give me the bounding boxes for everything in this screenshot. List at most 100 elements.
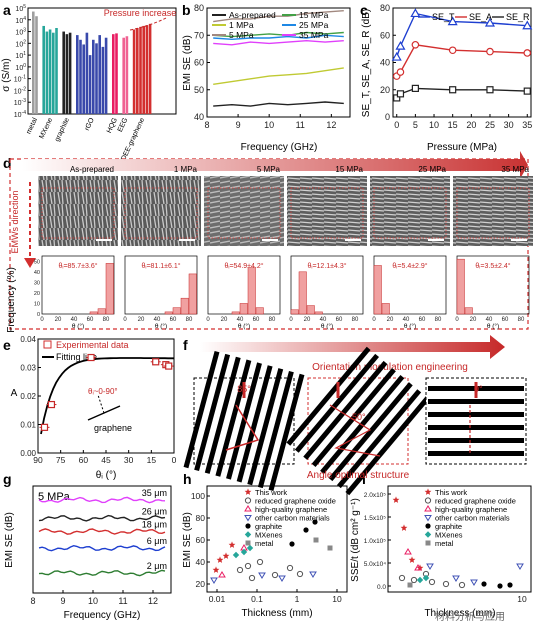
emw-direction-arrowhead: [24, 258, 36, 268]
panel-h-point: [303, 527, 309, 533]
histogram-xtick-label: 80: [352, 317, 359, 323]
panel-i-ytick-label: 0.0: [377, 584, 386, 591]
angle-0-label: 0°: [474, 384, 483, 394]
histogram-bar: [105, 263, 114, 315]
panel-a-bar: [42, 25, 45, 114]
panel-h-point: [309, 571, 317, 578]
panel-i-legend-marker: [425, 523, 431, 529]
sem-image: [204, 176, 284, 246]
panel-c-ytick-label: 20: [380, 85, 390, 95]
panel-g-series-line: [38, 569, 166, 577]
panel-h-xtick-label: 0.1: [251, 594, 263, 604]
panel-h-point: [278, 575, 286, 582]
panel-a-ytick-label: 10-4: [14, 110, 26, 119]
panel-a-ytick-label: 100: [15, 63, 26, 72]
panel-e-point: [87, 353, 95, 362]
panel-h-ylabel: EMI SE (dB): [182, 512, 193, 568]
panel-i-point: [452, 575, 460, 582]
graphene-sheet: [428, 438, 524, 443]
panel-i-legend-label: high-quality graphene: [435, 505, 507, 514]
panel-e-xtick-label: 75: [56, 455, 66, 465]
panel-a-bar: [125, 36, 129, 115]
panel-a-category-label: MXene: [38, 117, 54, 140]
panel-c-point: [486, 47, 494, 56]
panel-a-annotation: Pressure increase: [104, 8, 177, 18]
graphene-sheet: [336, 389, 422, 489]
histogram-bar: [164, 311, 173, 315]
sem-facet-title: 35 MPa: [501, 165, 529, 174]
panel-h-point: [232, 551, 240, 559]
panel-h-point: [244, 562, 252, 570]
panel-h-point: [246, 544, 254, 552]
sem-image: [38, 176, 118, 246]
schematic-0deg-sheets: [428, 382, 524, 456]
panel-h-xtick-label: 0.01: [209, 594, 226, 604]
graphene-sheet: [311, 367, 396, 467]
panel-b-xtick-label: 11: [296, 120, 305, 130]
panel-c-legend-label: SE_R: [506, 12, 530, 22]
panel-a-bar: [115, 33, 118, 114]
histogram-xtick-label: 80: [435, 317, 442, 323]
panel-c-point: [396, 90, 405, 98]
panel-c-ylabel: SE_T, SE_A, SE_R (dB): [361, 9, 372, 117]
panel-a-category-label: EEG: [117, 117, 130, 133]
histogram-bar: [373, 265, 382, 315]
panel-e-point: [47, 400, 56, 409]
panel-a-bar: [82, 44, 85, 114]
panel-a-bar: [101, 46, 105, 114]
panel-a-bar: [148, 23, 152, 114]
panel-g-xtick-label: 9: [60, 596, 65, 606]
panel-a-bar: [62, 31, 65, 114]
panel-c-xtick-label: 20: [466, 120, 476, 130]
panel-a-ytick-label: 10-3: [14, 98, 26, 107]
panel-b-legend-label: As-prepared: [229, 10, 276, 20]
graphene-sheet: [428, 399, 524, 404]
histogram-xtick-label: 60: [87, 317, 94, 323]
histogram-xtick-label: 20: [470, 317, 477, 323]
multi-reflection-path: [329, 404, 381, 457]
panel-i-legend-label: metal: [435, 539, 454, 548]
panel-g-series-label: 6 μm: [147, 536, 167, 546]
panel-c-ytick-label: 80: [380, 3, 390, 13]
panel-g-xtick-label: 12: [148, 596, 158, 606]
sem-facet-title: As-prepared: [70, 165, 114, 174]
histogram-bar: [89, 311, 98, 315]
histogram-xtick-label: 80: [103, 317, 110, 323]
panel-a-bar: [122, 37, 125, 114]
panel-i-point: [410, 576, 418, 584]
panel-h-frame: [206, 485, 348, 593]
panel-h-point: [236, 566, 244, 574]
panel-f-gradient-arrow: [200, 335, 505, 359]
panel-label-b: b: [182, 2, 191, 18]
panel-g-series-line: [38, 496, 166, 504]
panel-h-point: [258, 572, 266, 579]
panel-g-series-line: [38, 514, 166, 522]
panel-i-point: [407, 582, 413, 588]
legend-label-experimental: Experimental data: [56, 340, 129, 350]
histogram-xtick-label: 40: [320, 317, 327, 323]
histogram-bar: [172, 307, 181, 315]
panel-h-point: [222, 552, 230, 559]
panel-c-ytick-label: 0: [385, 112, 390, 122]
panel-d-pressure-arrow: [22, 151, 528, 179]
panel-c-point: [522, 20, 533, 30]
panel-h-point: [218, 571, 226, 578]
panel-g-series-line: [38, 544, 166, 552]
histogram-bar: [456, 258, 465, 315]
histogram-frame: [41, 255, 115, 315]
panel-e-point: [165, 362, 173, 370]
panel-a-category-label: metal: [25, 116, 39, 135]
panel-b-legend-label: 25 MPa: [299, 20, 329, 30]
panel-c-point: [411, 84, 419, 92]
graphene-sheet: [204, 356, 241, 474]
panel-f-title: Orientation modulation engineering: [312, 362, 468, 373]
panel-h-legend-marker: [244, 505, 252, 512]
panel-d-sem-and-histograms: EMWs direction Frequency (%) As-prepared…: [6, 151, 533, 333]
panel-g-frame: [32, 485, 172, 594]
panel-i-point: [416, 576, 424, 584]
sem-image: [370, 176, 450, 246]
panel-c-point: [449, 86, 457, 94]
histogram-bar: [314, 311, 323, 315]
panel-h-point: [313, 537, 319, 543]
histogram-xlabel: θ (°): [155, 322, 167, 330]
